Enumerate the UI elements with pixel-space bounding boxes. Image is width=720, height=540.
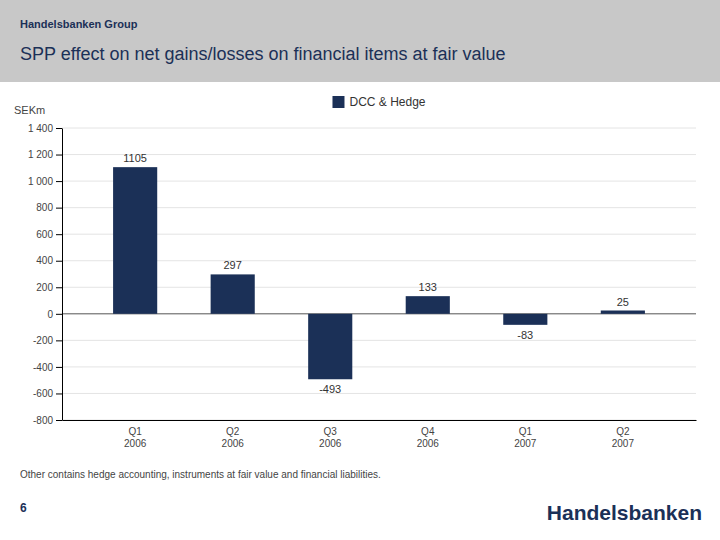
y-tick-label: 1 400 bbox=[28, 123, 53, 134]
chart: Handelsbanken Group SPP effect on net gai… bbox=[0, 0, 720, 540]
y-tick-label: -600 bbox=[33, 388, 53, 399]
annotation: Handelsbanken bbox=[547, 501, 702, 524]
y-tick: -200 bbox=[33, 335, 62, 346]
y-tick: 600 bbox=[36, 229, 62, 240]
bars bbox=[113, 167, 645, 379]
data-label: 133 bbox=[419, 281, 437, 293]
y-tick: 0 bbox=[47, 309, 62, 320]
y-tick-label: -400 bbox=[33, 362, 53, 373]
y-tick: 1 400 bbox=[28, 123, 62, 134]
x-tick: Q12007 bbox=[514, 420, 537, 449]
data-label: -83 bbox=[517, 329, 533, 341]
bar bbox=[308, 314, 352, 379]
grid bbox=[62, 128, 696, 420]
x-tick-label: Q42006 bbox=[417, 426, 440, 449]
y-tick-mark bbox=[56, 393, 62, 394]
y-tick: -400 bbox=[33, 362, 62, 373]
y-tick-mark bbox=[56, 128, 62, 129]
bar bbox=[113, 167, 157, 314]
y-tick: 800 bbox=[36, 202, 62, 213]
header-band bbox=[0, 0, 720, 82]
x-tick-label: Q12007 bbox=[514, 426, 537, 449]
x-tick-label: Q12006 bbox=[124, 426, 147, 449]
bar bbox=[503, 314, 547, 325]
grid-line bbox=[62, 366, 696, 367]
plot: -800 -600 -400 -200 0 200 400 600 800 1 000 1 200 1… bbox=[28, 123, 697, 449]
y-tick-label: -800 bbox=[33, 415, 53, 426]
y-tick-label: 1 200 bbox=[28, 149, 53, 160]
x-tick-label: Q22006 bbox=[222, 426, 245, 449]
y-tick-label: 600 bbox=[36, 229, 53, 240]
y-tick: -800 bbox=[33, 415, 62, 426]
x-tick: Q12006 bbox=[124, 420, 147, 449]
title: SPP effect on net gains/losses on financ… bbox=[20, 44, 506, 64]
x-axis-line bbox=[63, 420, 697, 421]
x-tick-label: Q22007 bbox=[612, 426, 635, 449]
y-tick-label: 200 bbox=[36, 282, 53, 293]
legend-swatch bbox=[332, 96, 344, 108]
data-label: 297 bbox=[224, 259, 242, 271]
data-labels: 1105 297 -493 133 -83 25 bbox=[123, 152, 629, 395]
y-tick-label: -200 bbox=[33, 335, 53, 346]
legend-label: DCC & Hedge bbox=[349, 95, 425, 109]
x-tick-label: Q32006 bbox=[319, 426, 342, 449]
grid-line bbox=[62, 128, 696, 129]
y-tick-mark bbox=[56, 420, 62, 421]
y-tick-label: 0 bbox=[47, 309, 53, 320]
y-tick-label: 1 000 bbox=[28, 176, 53, 187]
y-axis-title: SEKm bbox=[14, 104, 45, 116]
y-tick-mark bbox=[56, 181, 62, 182]
y-axis: -800 -600 -400 -200 0 200 400 600 800 1 000 1 200 1… bbox=[28, 123, 63, 426]
y-tick-mark bbox=[56, 234, 62, 235]
y-tick-mark bbox=[56, 314, 62, 315]
legend-item: DCC & Hedge bbox=[332, 95, 425, 109]
grid-line bbox=[62, 340, 696, 341]
y-tick: -600 bbox=[33, 388, 62, 399]
y-tick-mark bbox=[56, 340, 62, 341]
legend: DCC & Hedge bbox=[332, 95, 425, 109]
y-tick: 400 bbox=[36, 255, 62, 266]
bar bbox=[601, 311, 645, 314]
annotation: Other contains hedge accounting, instrum… bbox=[20, 469, 381, 480]
x-tick: Q42006 bbox=[417, 420, 440, 449]
y-tick: 200 bbox=[36, 282, 62, 293]
x-tick: Q22007 bbox=[612, 420, 635, 449]
y-tick-mark bbox=[56, 261, 62, 262]
y-tick-mark bbox=[56, 208, 62, 209]
x-tick: Q32006 bbox=[319, 420, 342, 449]
y-tick: 1 000 bbox=[28, 176, 62, 187]
data-label: 25 bbox=[617, 296, 629, 308]
y-tick-mark bbox=[56, 287, 62, 288]
subtitle: Handelsbanken Group bbox=[20, 18, 138, 30]
bar bbox=[211, 274, 255, 313]
grid-line bbox=[62, 393, 696, 394]
y-tick-label: 400 bbox=[36, 255, 53, 266]
y-tick-mark bbox=[56, 155, 62, 156]
bar bbox=[406, 296, 450, 314]
grid-line bbox=[62, 154, 696, 155]
y-tick: 1 200 bbox=[28, 149, 62, 160]
data-label: -493 bbox=[319, 383, 341, 395]
x-axis: Q12006 Q22006 Q32006 Q42006 Q12007 Q22007 bbox=[63, 420, 697, 449]
annotation: 6 bbox=[20, 501, 27, 515]
grid-line bbox=[62, 420, 696, 421]
data-label: 1105 bbox=[123, 152, 147, 164]
y-tick-label: 800 bbox=[36, 202, 53, 213]
y-tick-mark bbox=[56, 367, 62, 368]
y-axis-line bbox=[62, 129, 63, 421]
x-tick: Q22006 bbox=[222, 420, 245, 449]
